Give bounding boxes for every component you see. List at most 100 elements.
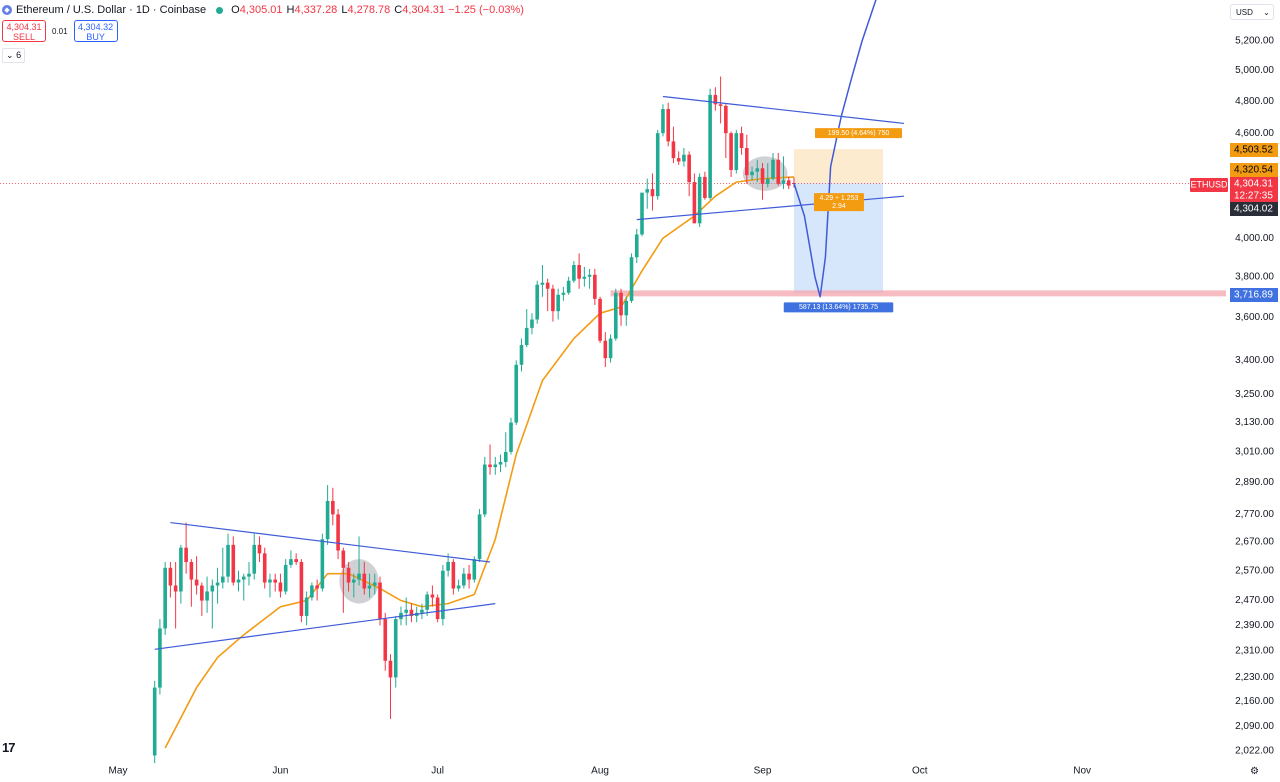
candle-body [425, 594, 429, 610]
candle-body [283, 564, 288, 592]
candle-body [545, 282, 550, 289]
indicator-toggle[interactable]: ⌄ 6 [2, 48, 26, 63]
candle-body [352, 579, 356, 583]
symbol-tag-bg [1190, 178, 1228, 192]
candle-body [388, 660, 393, 678]
chart-header: ◆ Ethereum / U.S. Dollar · 1D · Coinbase… [0, 0, 528, 20]
candle-body [708, 94, 712, 198]
candle-body [786, 180, 791, 186]
price-label-bg [1230, 163, 1278, 177]
moving-average-line [164, 176, 795, 749]
candle-body [173, 585, 178, 592]
candle-body [593, 274, 597, 299]
candle-body [184, 547, 188, 563]
candle-body [514, 364, 519, 423]
candle-body [771, 159, 775, 179]
candle-body [289, 559, 293, 565]
target-level-band [610, 290, 1226, 297]
candle-body [152, 687, 157, 756]
reward-label: 587.13 (13.64%) 1735.75 [799, 304, 878, 311]
candle-body [315, 585, 319, 589]
price-label-bg [1230, 202, 1278, 216]
candle-body [760, 168, 765, 184]
candle-body [556, 294, 560, 312]
candle-body [210, 585, 215, 592]
candle-body [393, 619, 398, 678]
price-label-bg [1230, 189, 1278, 203]
candle-body [357, 573, 361, 580]
candle-body [163, 567, 167, 629]
y-tick-label: 2,090.00 [1235, 721, 1274, 732]
candle-body [262, 553, 267, 583]
ratio-label-1: 4.29 ÷ 1.253 [820, 195, 859, 202]
price-label: 4,304.31 [1234, 179, 1273, 190]
close-label: C [394, 4, 403, 16]
candle-body [247, 573, 251, 577]
x-tick-label: May [109, 766, 128, 777]
candle-body [205, 591, 209, 601]
candle-body [372, 582, 377, 586]
x-tick-label: Aug [591, 766, 609, 777]
candle-body [661, 109, 665, 134]
tradingview-logo-icon[interactable]: 17 [2, 740, 16, 755]
risk-zone [793, 149, 884, 184]
y-tick-label: 4,000.00 [1235, 233, 1274, 244]
candle-body [645, 189, 650, 193]
candle-body [462, 573, 466, 586]
candle-body [687, 154, 691, 183]
y-tick-label: 2,022.00 [1235, 746, 1274, 757]
settings-icon[interactable]: ⚙ [1250, 766, 1259, 777]
candle-body [530, 319, 534, 328]
low-label: L [341, 4, 348, 16]
sell-price: 4,304.31 [6, 22, 42, 32]
candle-body [320, 539, 325, 589]
candle-body [577, 264, 581, 279]
chevron-down-icon: ⌄ [1263, 8, 1270, 17]
buy-button[interactable]: 4,304.32 BUY [73, 20, 118, 42]
ratio-label-2: 2.94 [832, 203, 846, 210]
candle-body [446, 562, 450, 571]
currency-select[interactable]: USD ⌄ [1230, 4, 1274, 20]
candle-body [294, 559, 298, 563]
candle-body [304, 597, 309, 616]
candle-body [236, 579, 241, 583]
candle-body [252, 544, 257, 574]
candle-body [561, 292, 566, 295]
x-tick-label: Oct [912, 766, 928, 777]
consolidation-ellipse [742, 156, 788, 191]
y-tick-label: 3,600.00 [1235, 312, 1274, 323]
candle-body [435, 597, 440, 620]
risk-label: 199.50 (4.64%) 750 [828, 130, 890, 137]
candle-body [420, 609, 424, 613]
candle-body [483, 464, 487, 515]
reward-label-bg [783, 302, 894, 313]
y-tick-label: 3,800.00 [1235, 271, 1274, 282]
candle-body [587, 274, 592, 277]
buy-price: 4,304.32 [78, 22, 114, 32]
candle-body [477, 514, 482, 560]
candle-body [451, 562, 456, 589]
price-label: 4,320.54 [1234, 165, 1273, 176]
y-tick-label: 2,570.00 [1235, 565, 1274, 576]
y-tick-label: 3,130.00 [1235, 417, 1274, 428]
low-value: 4,278.78 [347, 4, 391, 16]
candle-body [158, 628, 162, 688]
price-label: 4,304.02 [1234, 204, 1273, 215]
price-label-bg [1230, 177, 1278, 191]
candle-body [194, 579, 199, 586]
trend-line [154, 603, 496, 650]
candle-body [241, 576, 246, 580]
y-tick-label: 4,600.00 [1235, 128, 1274, 139]
candle-body [231, 544, 236, 583]
candle-body [493, 464, 498, 468]
candle-body [268, 579, 272, 583]
candle-body [655, 133, 660, 197]
y-tick-label: 2,310.00 [1235, 646, 1274, 657]
candle-body [608, 338, 613, 359]
candle-body [378, 582, 382, 620]
candle-body [299, 562, 304, 616]
high-label: H [286, 4, 295, 16]
sell-button[interactable]: 4,304.31 SELL [2, 20, 46, 42]
symbol-title[interactable]: Ethereum / U.S. Dollar · 1D · Coinbase [16, 4, 207, 16]
